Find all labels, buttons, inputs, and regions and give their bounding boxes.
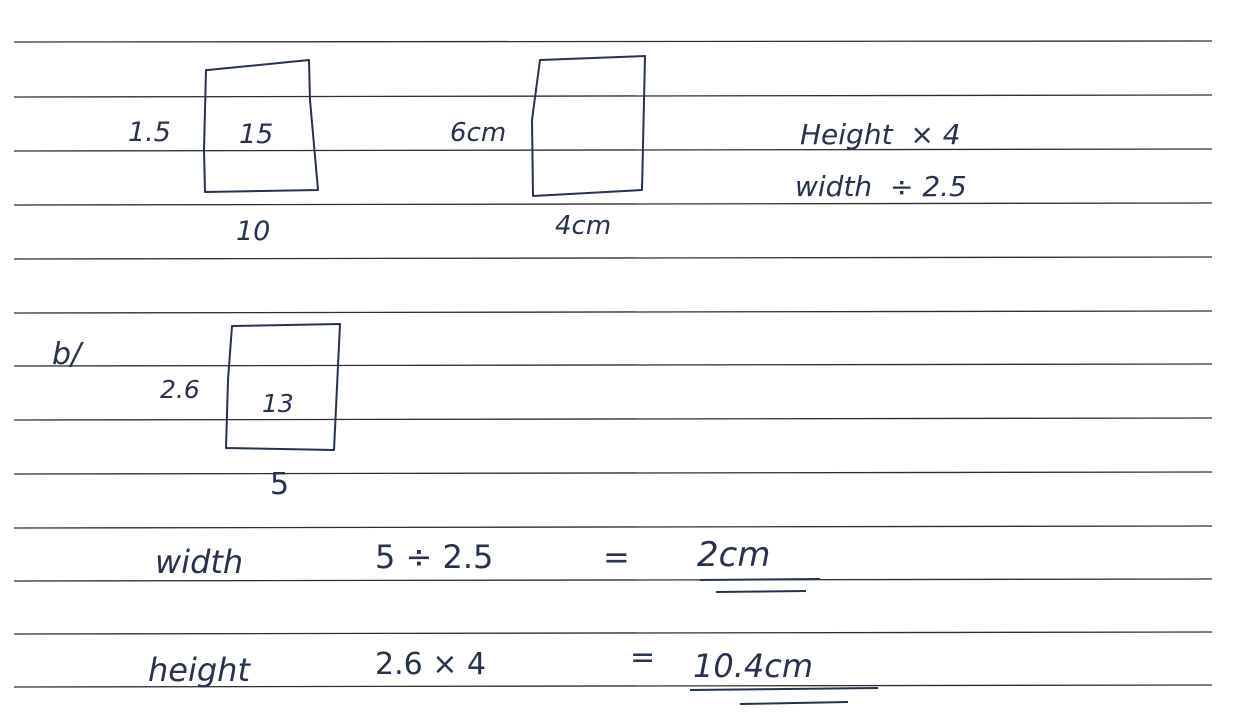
part-a-rect1: 1.5 15 10	[128, 59, 319, 247]
inner-label: 15	[239, 119, 273, 150]
ruled-line	[13, 148, 1213, 152]
ruled-line	[13, 684, 1213, 688]
height-calc-answer: 10.4cm	[693, 647, 813, 685]
ruled-line	[13, 202, 1213, 206]
answer-underline	[699, 578, 821, 581]
width-calc-word: width	[155, 543, 243, 581]
side-label: 2.6	[160, 375, 200, 404]
ruled-line	[13, 525, 1213, 529]
ruled-line	[13, 417, 1213, 421]
bottom-label: 4cm	[555, 211, 611, 241]
ruled-line	[13, 578, 1213, 582]
bottom-label: 5	[270, 467, 289, 502]
bottom-label: 10	[236, 216, 270, 247]
ruled-line	[13, 310, 1213, 314]
height-calc-equals: =	[630, 640, 655, 675]
ruled-lines	[13, 40, 1213, 688]
side-label: 6cm	[450, 118, 506, 148]
answer-underline	[739, 701, 849, 705]
ruled-line	[13, 363, 1213, 367]
side-label: 1.5	[128, 117, 171, 148]
height-note: Height × 4	[800, 118, 961, 151]
part-b-label: b/	[52, 337, 84, 372]
inner-label: 13	[262, 389, 294, 418]
height-calc-expression: 2.6 × 4	[375, 647, 486, 682]
width-calc-answer: 2cm	[697, 535, 770, 575]
ruled-line	[13, 631, 1213, 635]
rectangle-shape	[531, 55, 646, 197]
ruled-line	[13, 94, 1213, 98]
answer-underline	[689, 687, 879, 691]
rectangle-shape	[225, 323, 341, 451]
height-calc-word: height	[148, 651, 251, 689]
width-note: width ÷ 2.5	[795, 170, 967, 203]
part-a-notes: Height × 4 width ÷ 2.5	[795, 118, 967, 203]
ruled-line	[13, 40, 1213, 43]
ruled-line	[13, 256, 1213, 260]
rectangle-shape	[203, 59, 319, 193]
part-b: b/ 2.6 13 5 width 5 ÷ 2.5 = 2cm height 2…	[52, 323, 879, 705]
width-calc-equals: =	[603, 538, 630, 576]
part-a-rect2: 6cm 4cm	[450, 55, 646, 241]
width-calc-expression: 5 ÷ 2.5	[375, 538, 493, 576]
ruled-line	[13, 471, 1213, 475]
answer-underline	[715, 590, 807, 593]
